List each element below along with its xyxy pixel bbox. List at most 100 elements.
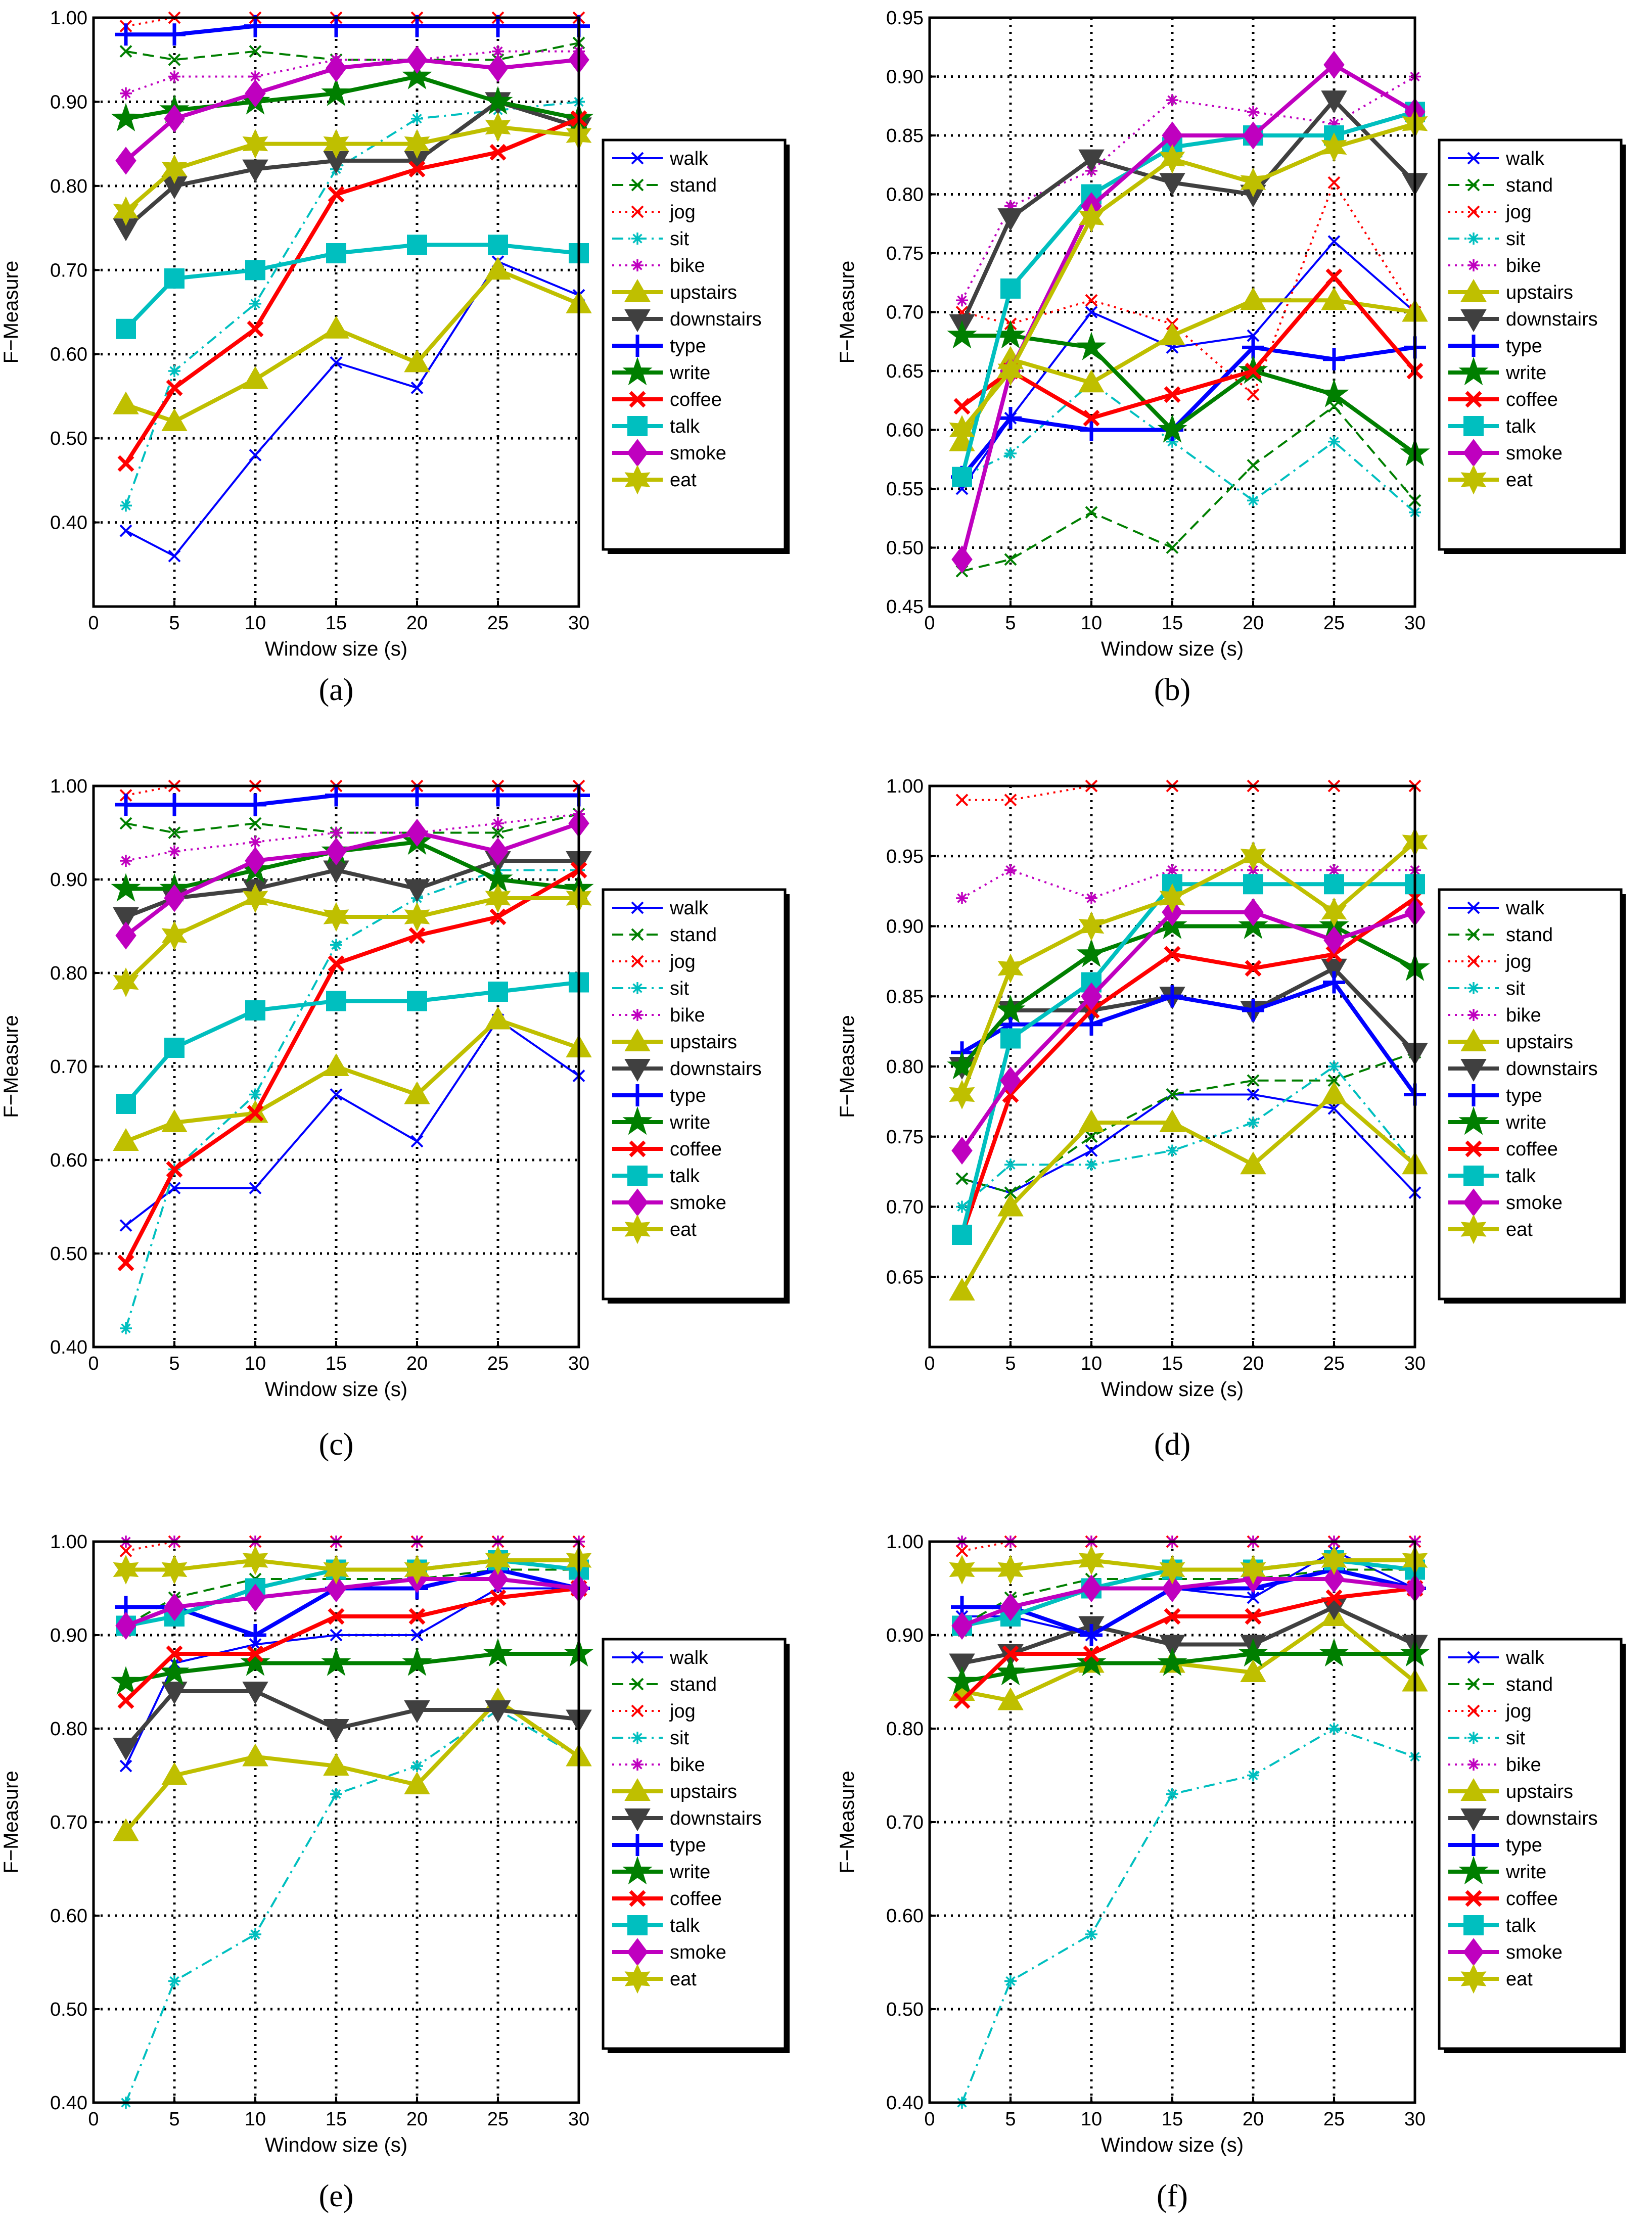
data-point <box>119 524 132 537</box>
data-point <box>161 408 188 431</box>
data-point <box>1243 898 1264 926</box>
y-tick-label: 0.40 <box>50 2093 87 2114</box>
data-point <box>1076 1647 1107 1676</box>
x-tick-label: 15 <box>326 613 347 634</box>
legend: walk stand jog sit bike upstairs downstairs typ… <box>602 888 790 1304</box>
data-point <box>161 1555 188 1585</box>
data-point <box>120 87 132 100</box>
legend-marker <box>624 1808 651 1832</box>
y-tick-label: 0.70 <box>50 1812 87 1833</box>
data-point <box>1325 946 1343 963</box>
legend-label: write <box>669 1112 710 1133</box>
legend-marker <box>1467 233 1480 245</box>
data-point <box>115 147 136 175</box>
data-point <box>1166 1088 1179 1101</box>
x-tick-label: 15 <box>1162 2109 1183 2130</box>
x-tick-label: 30 <box>1404 1353 1426 1374</box>
data-point <box>485 1700 511 1724</box>
legend-marker <box>1465 391 1482 408</box>
legend-marker <box>624 465 651 495</box>
data-point <box>1324 874 1344 895</box>
x-tick-label: 25 <box>487 2109 509 2130</box>
data-point <box>410 1629 424 1642</box>
legend-marker <box>624 1964 651 1994</box>
legend-marker <box>1463 1915 1484 1935</box>
legend-marker <box>1467 928 1480 941</box>
legend-label: talk <box>670 416 700 437</box>
legend-marker <box>1467 1678 1480 1691</box>
data-point <box>947 1666 977 1695</box>
y-tick-label: 0.75 <box>886 243 924 264</box>
data-point <box>1083 1002 1100 1019</box>
data-point <box>1245 1608 1262 1625</box>
data-point <box>1247 494 1259 507</box>
legend-label: coffee <box>1506 389 1558 410</box>
data-point <box>1081 1574 1102 1603</box>
data-point <box>1327 1074 1341 1087</box>
legend-label: walk <box>669 148 709 169</box>
y-axis-label: F−Measure <box>836 261 858 363</box>
data-point <box>404 879 430 902</box>
data-point <box>120 1322 132 1334</box>
legend-label: stand <box>1506 175 1553 196</box>
legend-label: jog <box>1505 951 1532 972</box>
legend-marker <box>631 1651 644 1664</box>
data-point <box>1243 874 1263 895</box>
legend-label: coffee <box>670 389 722 410</box>
y-tick-label: 1.00 <box>886 1531 924 1553</box>
data-point <box>168 845 180 858</box>
data-point <box>168 70 180 83</box>
data-point <box>1321 287 1347 310</box>
data-point <box>1321 1081 1347 1104</box>
legend-marker <box>1467 178 1480 192</box>
data-point <box>330 939 342 951</box>
legend-label: sit <box>1506 228 1525 250</box>
y-tick-label: 0.55 <box>886 479 924 500</box>
data-point <box>1085 306 1098 318</box>
legend-marker <box>1460 1808 1487 1832</box>
legend-marker <box>629 1140 646 1157</box>
y-axis-label: F−Measure <box>836 1015 858 1118</box>
data-point <box>111 873 141 902</box>
legend-label: smoke <box>1506 1192 1563 1214</box>
data-point <box>1245 960 1262 977</box>
data-point <box>163 794 186 816</box>
x-tick-label: 15 <box>326 2109 347 2130</box>
legend-label: walk <box>1505 1647 1545 1668</box>
data-point <box>330 826 342 839</box>
x-axis-label: Window size (s) <box>265 1378 407 1401</box>
data-point <box>161 154 188 184</box>
legend-label: jog <box>669 202 696 223</box>
series-talk <box>116 972 589 1114</box>
x-axis-label: Window size (s) <box>1101 1378 1244 1401</box>
data-point <box>997 953 1024 984</box>
legend-marker <box>1463 1166 1484 1186</box>
legend-label: bike <box>670 255 705 276</box>
x-axis-label: Window size (s) <box>265 638 407 660</box>
x-tick-label: 30 <box>1404 2109 1426 2130</box>
x-tick-label: 20 <box>406 1353 428 1374</box>
x-axis-label: Window size (s) <box>265 2134 407 2156</box>
data-point <box>408 1608 426 1625</box>
data-point <box>247 320 264 338</box>
legend-label: walk <box>1505 148 1545 169</box>
data-point <box>955 1172 969 1185</box>
x-tick-label: 20 <box>406 2109 428 2130</box>
data-point <box>113 967 139 997</box>
data-point <box>999 407 1022 430</box>
series-eat <box>949 109 1428 445</box>
y-tick-label: 1.00 <box>50 1531 87 1553</box>
data-point <box>485 883 511 913</box>
chart-panel: 0 5 10 15 20 25 30 0.40 0.50 0.60 0.70 0.80 0.90 1.00… <box>0 776 790 1462</box>
legend-label: sit <box>1506 1728 1525 1749</box>
legend-label: sit <box>670 978 689 999</box>
data-point <box>1159 883 1185 913</box>
legend-marker <box>631 928 644 941</box>
data-point <box>489 1589 507 1606</box>
data-point <box>1166 541 1179 554</box>
data-point <box>115 794 137 816</box>
x-tick-label: 25 <box>487 613 509 634</box>
series-smoke <box>115 45 589 175</box>
x-tick-label: 10 <box>245 1353 266 1374</box>
data-point <box>1078 1545 1105 1575</box>
